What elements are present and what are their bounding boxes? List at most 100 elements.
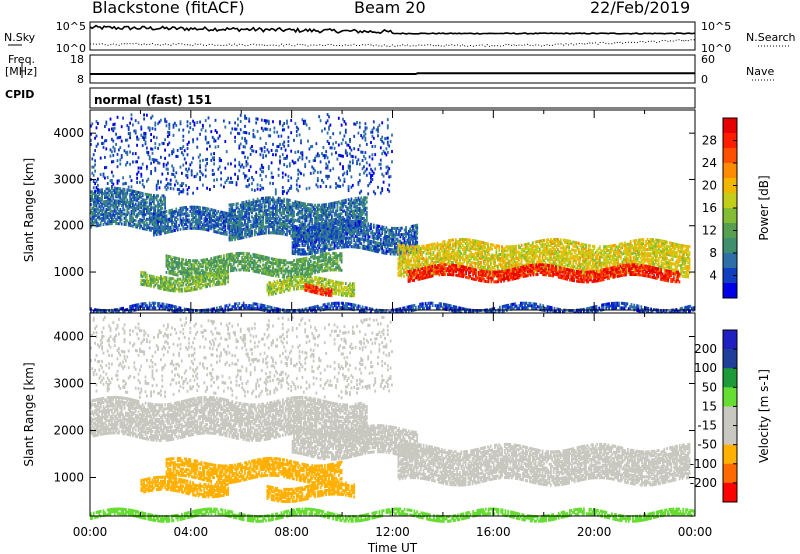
- power-cell: [315, 284, 318, 287]
- power-cell: [305, 229, 308, 233]
- power-cell: [153, 198, 155, 202]
- power-cell: [418, 247, 421, 251]
- power-cell: [300, 231, 302, 235]
- power-cell: [133, 212, 136, 216]
- power-cell: [273, 272, 276, 276]
- power-cell: [204, 264, 207, 268]
- power-cell: [417, 263, 419, 267]
- power-cell: [364, 245, 367, 248]
- power-cell: [178, 277, 180, 281]
- power-cell: [316, 220, 319, 224]
- power-cell: [151, 196, 154, 199]
- power-cell: [364, 223, 367, 227]
- power-cell: [298, 231, 301, 235]
- power-cell: [130, 205, 133, 209]
- power-cell: [136, 194, 138, 198]
- power-cell: [302, 259, 305, 263]
- power-cell: [111, 213, 113, 217]
- power-cell: [169, 285, 172, 288]
- power-cell: [266, 266, 269, 270]
- power-cell: [332, 236, 335, 240]
- power-cell: [155, 225, 158, 229]
- power-cell: [300, 281, 302, 284]
- power-cell: [101, 198, 103, 202]
- power-cell: [291, 218, 294, 222]
- power-cell: [335, 286, 337, 290]
- power-cell: [370, 246, 372, 250]
- power-cell: [95, 218, 98, 222]
- power-cell: [255, 224, 258, 228]
- power-cell: [92, 206, 95, 210]
- power-cell: [342, 218, 344, 221]
- power-cell: [287, 277, 290, 280]
- power-cell: [246, 226, 249, 230]
- power-cell: [425, 270, 428, 274]
- power-cell: [216, 259, 218, 263]
- power-cell: [216, 224, 218, 228]
- power-cell: [189, 261, 192, 265]
- power-cell: [416, 228, 419, 231]
- power-cell: [161, 283, 164, 287]
- power-cell: [217, 231, 220, 234]
- power-cell: [356, 237, 358, 241]
- power-cell: [141, 279, 144, 282]
- power-cell: [217, 257, 220, 261]
- power-cell: [213, 279, 215, 283]
- power-cell: [276, 289, 279, 293]
- power-cell: [190, 269, 193, 273]
- power-cell: [109, 213, 112, 217]
- power-cell: [234, 213, 236, 217]
- power-cell: [262, 267, 265, 271]
- power-cell: [291, 230, 294, 234]
- power-cell: [154, 279, 157, 283]
- power-cell: [267, 281, 270, 285]
- power-cell: [415, 263, 418, 267]
- power-cell: [325, 252, 328, 256]
- power-cell: [169, 281, 172, 284]
- power-cell: [293, 228, 295, 232]
- power-cell: [335, 280, 337, 284]
- power-cell: [238, 262, 241, 266]
- power-cell: [330, 234, 333, 238]
- power-cell: [272, 282, 274, 286]
- power-cell: [171, 266, 173, 270]
- power-cell: [230, 238, 232, 242]
- power-cell: [319, 255, 322, 259]
- power-cell: [350, 294, 353, 298]
- power-cell: [218, 274, 221, 278]
- power-cell: [253, 223, 256, 226]
- power-cell: [388, 228, 391, 232]
- power-cell: [300, 235, 302, 239]
- power-cell: [357, 237, 360, 241]
- power-cell: [154, 204, 157, 208]
- power-cell: [200, 269, 203, 273]
- power-cell: [336, 288, 339, 292]
- power-cell: [318, 244, 321, 248]
- power-cell: [325, 215, 328, 219]
- power-cell: [165, 276, 168, 280]
- power-cell: [353, 226, 356, 230]
- power-cell: [248, 201, 251, 205]
- power-cell: [193, 226, 196, 230]
- power-cell: [344, 211, 347, 215]
- power-cell: [363, 238, 365, 242]
- power-cell: [402, 241, 405, 245]
- power-cell: [416, 230, 419, 234]
- power-cell: [246, 228, 249, 232]
- power-cell: [357, 202, 360, 206]
- power-cell: [329, 293, 331, 297]
- power-cell: [314, 227, 316, 231]
- power-cell: [291, 280, 294, 284]
- power-cell: [171, 229, 173, 233]
- power-cell: [234, 235, 236, 239]
- power-cell: [262, 257, 265, 261]
- power-cell: [210, 265, 213, 269]
- power-cell: [218, 231, 221, 235]
- power-cell: [422, 244, 425, 248]
- power-cell: [284, 218, 287, 222]
- power-cell: [165, 220, 168, 224]
- power-cell: [196, 212, 199, 216]
- power-cell: [350, 197, 353, 201]
- power-cell: [178, 289, 180, 293]
- power-cell: [270, 212, 273, 216]
